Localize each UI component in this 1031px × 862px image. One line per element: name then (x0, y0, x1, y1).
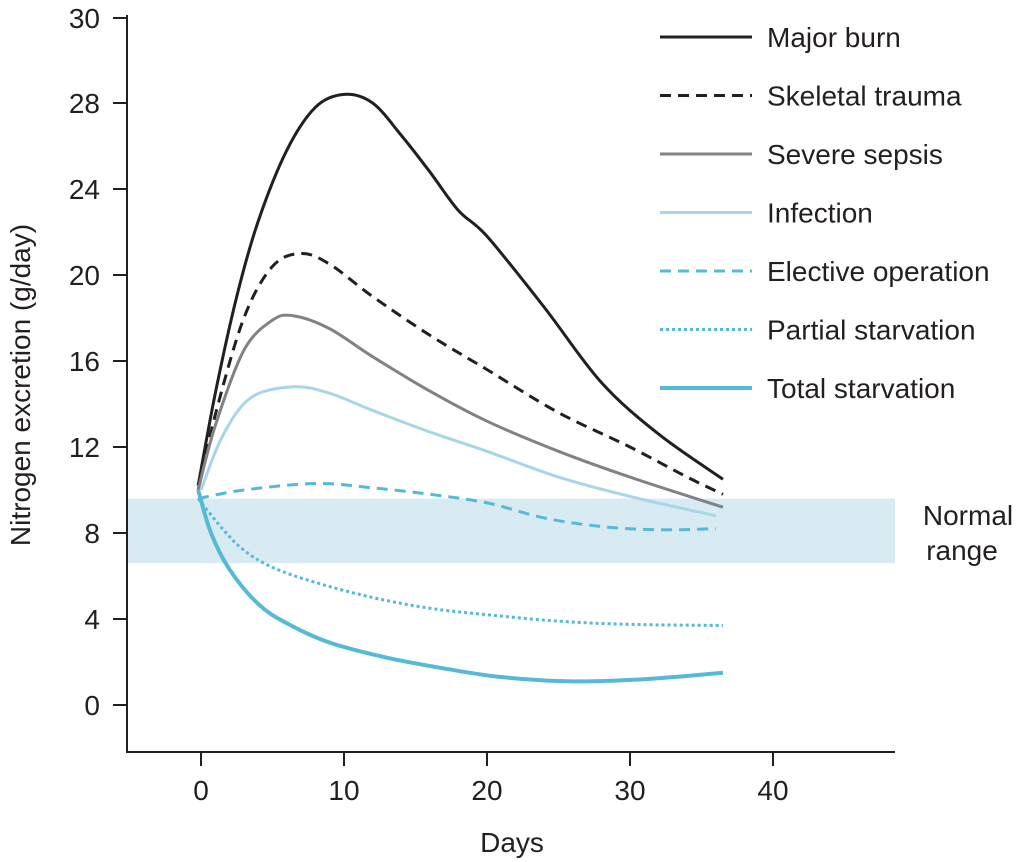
band-label-line-2: range (926, 535, 998, 566)
series-skeletal-trauma (196, 251, 724, 496)
ticks: 0 4 8 12 16 20 24 28 30 0 10 20 30 40 (69, 3, 789, 806)
legend-label: Infection (767, 198, 873, 229)
x-tick-label: 40 (757, 775, 788, 806)
x-tick-label: 0 (193, 775, 209, 806)
band-label-line-1: Normal (923, 500, 1013, 531)
series-total-starvation (196, 489, 724, 684)
series-infection (199, 385, 717, 518)
series-elective-operation (197, 482, 716, 532)
y-tick-label: 28 (69, 88, 100, 119)
legend-label: Partial starvation (767, 315, 976, 346)
legend-label: Total starvation (767, 373, 955, 404)
x-tick-label: 30 (614, 775, 645, 806)
series-major-burn (196, 92, 724, 486)
legend-label: Skeletal trauma (767, 81, 962, 112)
series-severe-sepsis (196, 313, 724, 509)
y-tick-label: 12 (69, 432, 100, 463)
series-partial-starvation (196, 497, 723, 627)
y-tick-label: 8 (84, 518, 100, 549)
x-tick-label: 10 (328, 775, 359, 806)
y-tick-label: 24 (69, 174, 100, 205)
y-axis-label: Nitrogen excretion (g/day) (5, 224, 36, 546)
y-tick-label: 30 (69, 3, 100, 34)
legend-label: Elective operation (767, 256, 990, 287)
x-axis-label: Days (480, 827, 544, 858)
y-tick-label: 0 (84, 690, 100, 721)
y-tick-label: 4 (84, 604, 100, 635)
legend-label: Severe sepsis (767, 139, 943, 170)
series-layer (196, 92, 724, 684)
y-tick-label: 16 (69, 346, 100, 377)
legend-label: Major burn (767, 22, 901, 53)
legend: Major burn Skeletal trauma Severe sepsis In… (660, 22, 990, 404)
x-tick-label: 20 (471, 775, 502, 806)
y-tick-label: 20 (69, 260, 100, 291)
